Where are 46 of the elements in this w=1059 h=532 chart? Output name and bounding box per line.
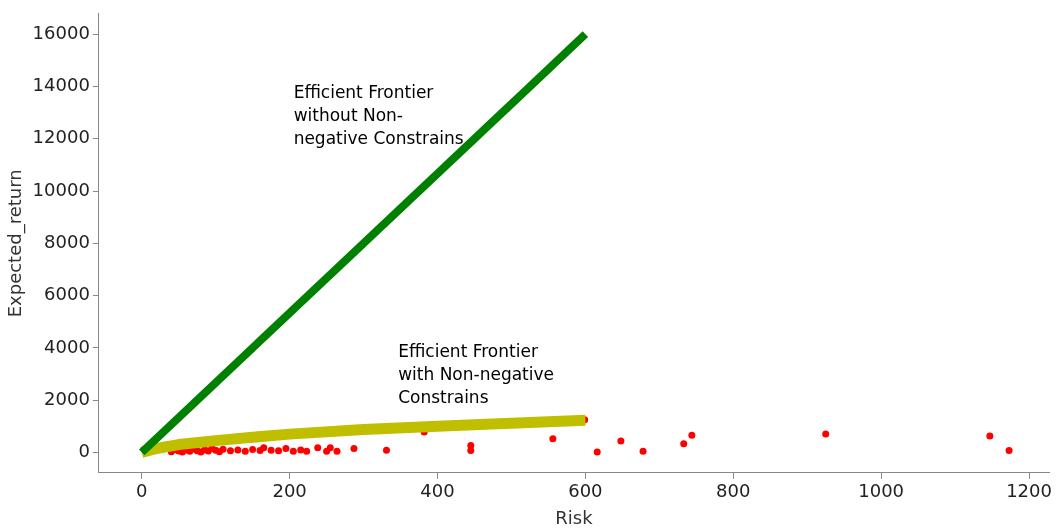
x-axis-title: Risk bbox=[555, 506, 594, 528]
point bbox=[260, 444, 268, 452]
point bbox=[688, 431, 696, 439]
y-tick-label: 2000 bbox=[44, 387, 90, 409]
x-tick-label: 200 bbox=[272, 480, 307, 502]
point bbox=[282, 444, 290, 452]
y-tick-label: 16000 bbox=[32, 21, 90, 43]
point bbox=[267, 446, 275, 454]
point bbox=[822, 430, 830, 438]
y-tick-label: 12000 bbox=[32, 126, 90, 148]
point bbox=[593, 448, 601, 456]
y-tick-label: 0 bbox=[78, 440, 90, 462]
point bbox=[249, 446, 257, 454]
point bbox=[275, 447, 283, 455]
point bbox=[617, 437, 625, 445]
x-tick-label: 1000 bbox=[858, 480, 905, 502]
annotation: Efficient Frontier without Non- negative Constrains bbox=[293, 81, 464, 148]
point bbox=[986, 432, 994, 440]
point bbox=[467, 447, 475, 455]
point bbox=[303, 447, 311, 455]
y-axis-title: Expected_return bbox=[4, 169, 27, 318]
point bbox=[549, 435, 557, 443]
x-tick-label: 0 bbox=[136, 480, 148, 502]
point bbox=[639, 447, 647, 455]
y-tick-label: 4000 bbox=[44, 335, 90, 357]
point bbox=[333, 447, 341, 455]
point bbox=[382, 446, 390, 454]
point bbox=[297, 446, 305, 454]
point bbox=[314, 444, 322, 452]
point bbox=[219, 445, 227, 453]
point bbox=[289, 447, 297, 455]
y-tick-label: 10000 bbox=[32, 178, 90, 200]
annotation: Efficient Frontier with Non-negative Constrains bbox=[398, 341, 555, 408]
y-tick-label: 8000 bbox=[44, 230, 90, 252]
point bbox=[241, 447, 249, 455]
point bbox=[226, 447, 234, 455]
y-tick-label: 6000 bbox=[44, 283, 90, 305]
x-tick-label: 1200 bbox=[1006, 480, 1052, 502]
x-tick-label: 400 bbox=[420, 480, 455, 502]
point bbox=[350, 444, 358, 452]
point bbox=[234, 446, 242, 454]
x-tick-label: 600 bbox=[568, 480, 603, 502]
point bbox=[680, 440, 688, 448]
point bbox=[1005, 447, 1013, 455]
x-tick-label: 800 bbox=[716, 480, 751, 502]
y-tick-label: 14000 bbox=[32, 74, 90, 96]
